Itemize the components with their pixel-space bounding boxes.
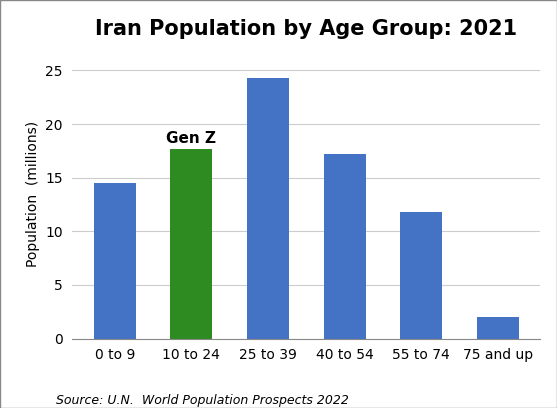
Y-axis label: Population  (millions): Population (millions) (26, 121, 40, 267)
Text: Source: U.N.  World Population Prospects 2022: Source: U.N. World Population Prospects … (56, 394, 349, 407)
Bar (477, 317, 519, 339)
Bar (324, 154, 366, 339)
Title: Iran Population by Age Group: 2021: Iran Population by Age Group: 2021 (95, 19, 517, 39)
Bar (400, 212, 442, 339)
Text: Gen Z: Gen Z (167, 131, 216, 146)
Bar (94, 183, 136, 339)
Bar (170, 149, 212, 339)
Bar (247, 78, 289, 339)
